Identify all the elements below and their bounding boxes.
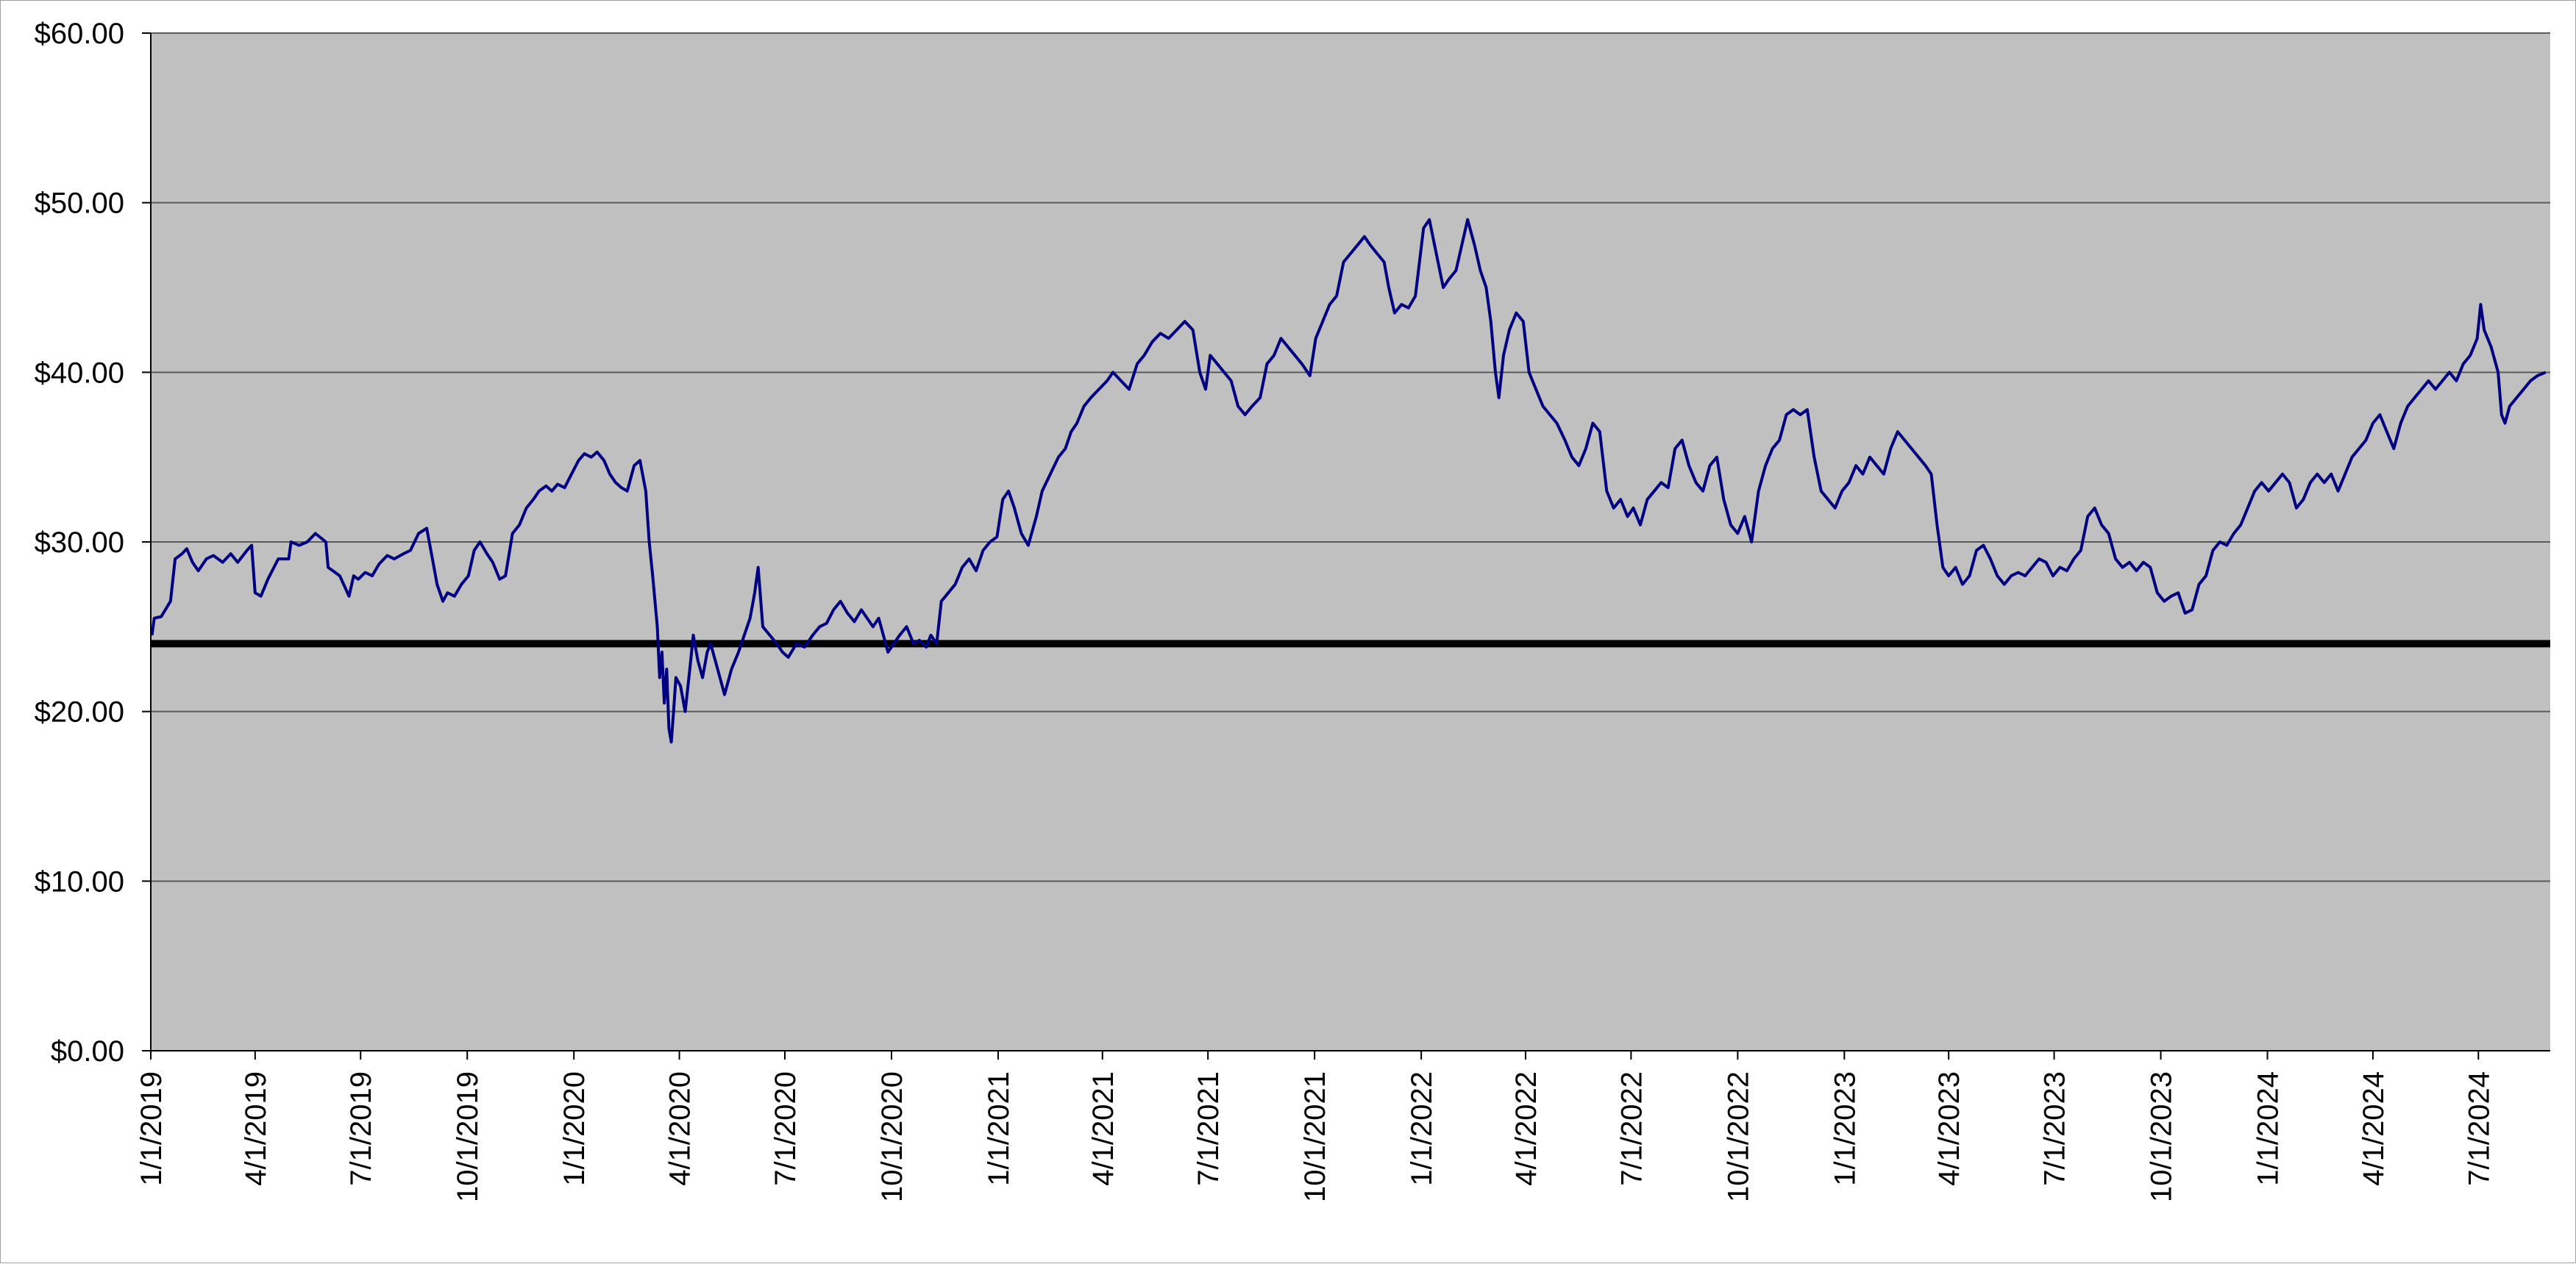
x-tick-label: 1/1/2019 <box>135 1071 168 1186</box>
x-tick-label: 4/1/2021 <box>1087 1071 1120 1186</box>
x-tick-label: 4/1/2019 <box>240 1071 272 1186</box>
x-tick-label: 10/1/2020 <box>876 1071 908 1202</box>
x-tick-label: 7/1/2024 <box>2463 1071 2495 1186</box>
x-tick-label: 1/1/2021 <box>983 1071 1015 1186</box>
x-tick-label: 10/1/2022 <box>1722 1071 1754 1202</box>
y-tick-label: $20.00 <box>35 696 124 729</box>
x-tick-label: 4/1/2024 <box>2358 1071 2390 1186</box>
x-tick-label: 7/1/2020 <box>769 1071 802 1186</box>
y-tick-label: $30.00 <box>35 526 124 559</box>
x-tick-label: 1/1/2023 <box>1829 1071 1861 1186</box>
axes <box>142 32 2550 1060</box>
x-tick-label: 7/1/2023 <box>2039 1071 2071 1186</box>
x-tick-label: 4/1/2023 <box>1933 1071 1965 1186</box>
x-tick-label: 1/1/2020 <box>558 1071 591 1186</box>
x-tick-label: 10/1/2021 <box>1299 1071 1331 1202</box>
x-tick-label: 4/1/2020 <box>664 1071 697 1186</box>
series-layer <box>150 218 2547 744</box>
x-tick-label: 1/1/2024 <box>2252 1071 2284 1186</box>
x-tick-label: 10/1/2023 <box>2146 1071 2178 1202</box>
gridlines <box>151 32 2550 882</box>
x-tick-label: 7/1/2021 <box>1192 1071 1225 1186</box>
y-tick-label: $40.00 <box>35 357 124 389</box>
y-tick-label: $60.00 <box>35 18 124 50</box>
x-tick-label: 10/1/2019 <box>452 1071 484 1202</box>
x-tick-label: 7/1/2019 <box>345 1071 377 1186</box>
y-tick-label: $50.00 <box>35 188 124 220</box>
x-tick-label: 4/1/2022 <box>1510 1071 1543 1186</box>
series-line <box>150 218 2547 744</box>
y-tick-label: $10.00 <box>35 865 124 898</box>
y-tick-label: $0.00 <box>51 1035 124 1068</box>
y-tick-labels: $0.00 $10.00 $20.00 $30.00 $40.00 $50.00 $60.0… <box>35 18 124 1068</box>
x-tick-label: 7/1/2022 <box>1615 1071 1648 1186</box>
x-tick-label: 1/1/2022 <box>1406 1071 1438 1186</box>
x-tick-labels: 1/1/2019 4/1/2019 7/1/2019 10/1/2019 1/1/202… <box>135 1071 2495 1202</box>
